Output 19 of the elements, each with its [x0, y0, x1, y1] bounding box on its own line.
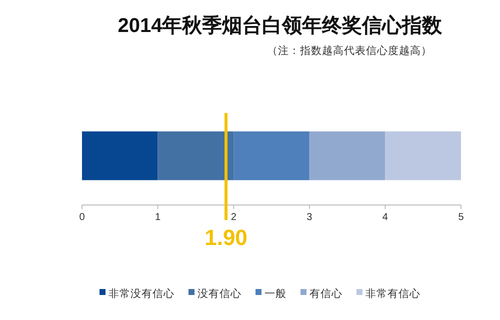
x-tick-label: 1 — [155, 212, 162, 223]
bar — [82, 131, 158, 180]
text: （注：指数越高代表信心度越高） — [267, 44, 432, 57]
bar — [385, 131, 461, 180]
x-tick-label: 2 — [230, 212, 237, 223]
legend-label: 非常有信心 — [366, 287, 420, 300]
chart-title: 2014年秋季烟台白领年终奖信心指数 — [118, 14, 444, 37]
x-tick-label: 4 — [382, 212, 388, 223]
bar — [234, 131, 310, 180]
legend-label: 没有信心 — [198, 287, 242, 300]
bar — [158, 131, 234, 180]
x-tick-label: 0 — [79, 212, 86, 223]
legend-label: 有信心 — [310, 287, 342, 300]
x-tick-label: 3 — [306, 212, 313, 223]
bar — [309, 131, 386, 180]
x-tick-label: 5 — [458, 212, 464, 223]
legend-label: 一般 — [264, 288, 286, 300]
legend-label: 非常没有信心 — [108, 287, 174, 300]
ref-line-label: 1.90 — [204, 225, 248, 250]
